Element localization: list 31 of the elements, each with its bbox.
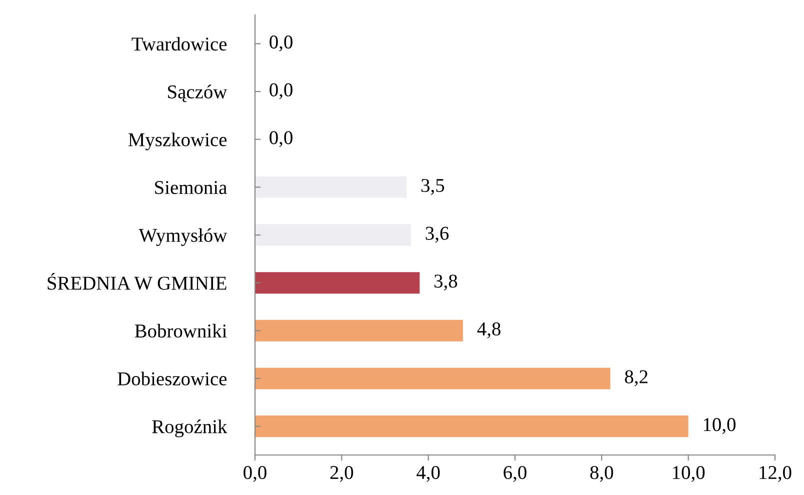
data-label: 4,8 <box>477 322 500 338</box>
y-tick-label: Bobrowniki <box>134 324 227 338</box>
bar <box>255 272 420 294</box>
x-tick-label: 10,0 <box>673 466 705 482</box>
bar <box>255 368 610 390</box>
bar <box>255 320 463 342</box>
x-tick-label: 2,0 <box>330 466 354 482</box>
data-label: 3,5 <box>421 178 444 195</box>
x-tick-label: 12,0 <box>760 466 792 482</box>
data-label: 8,2 <box>624 370 648 386</box>
y-tick-label: Sączów <box>168 84 228 102</box>
y-tick-label: Twardowice <box>132 36 227 51</box>
bar <box>255 224 411 246</box>
x-tick-label: 8,0 <box>590 466 614 482</box>
data-label: 3,6 <box>426 226 449 243</box>
data-label: 0,0 <box>270 131 292 148</box>
y-tick-label: Myszkowice <box>128 132 227 150</box>
data-label: 3,8 <box>434 274 458 290</box>
y-tick-label: Siemonia <box>155 181 227 194</box>
bar <box>255 416 688 438</box>
x-tick-label: 4,0 <box>416 466 440 482</box>
y-tick-label: Dobieszowice <box>118 372 227 386</box>
x-tick-label: 6,0 <box>504 466 526 482</box>
y-tick-label: Wymysłów <box>138 228 228 246</box>
y-tick-label: ŚREDNIA W GMINIE <box>48 272 226 290</box>
x-tick-label: 0,0 <box>244 466 266 482</box>
data-label: 0,0 <box>270 35 292 52</box>
bar <box>255 176 407 198</box>
data-label: 10,0 <box>704 418 736 434</box>
y-tick-label: Rogoźnik <box>152 420 228 438</box>
data-label: 0,0 <box>270 83 292 100</box>
